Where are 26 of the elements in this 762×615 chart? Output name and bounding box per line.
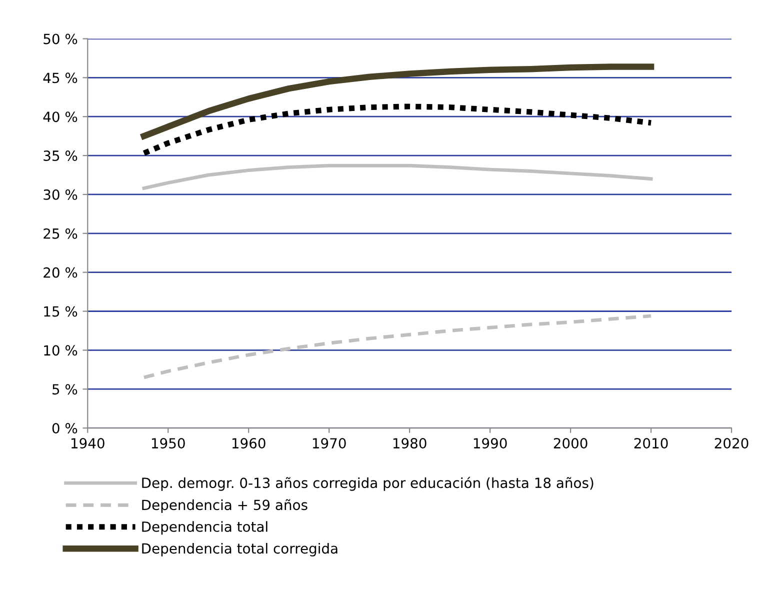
line-series bbox=[142, 314, 653, 380]
y-tick-label: 25 % bbox=[44, 228, 78, 239]
y-tick-label: 15 % bbox=[44, 306, 78, 317]
y-tick-label: 40 % bbox=[43, 112, 78, 122]
x-tick-label: 1940 bbox=[71, 438, 104, 449]
y-tick-label: 45 % bbox=[43, 72, 78, 84]
x-tick-label: 1960 bbox=[232, 438, 266, 449]
x-tick-label: 1990 bbox=[474, 438, 507, 449]
legend-label: Dependencia + 59 años bbox=[142, 499, 308, 513]
x-tick-label: 1950 bbox=[152, 438, 185, 449]
y-tick-label: 30 % bbox=[44, 189, 78, 200]
x-tick-label: 2020 bbox=[714, 438, 748, 449]
y-tick-label: 35 % bbox=[44, 150, 78, 162]
y-tick-label: 0 % bbox=[52, 423, 78, 434]
line-series bbox=[142, 164, 653, 190]
x-tick-label: 2010 bbox=[634, 438, 668, 449]
x-tick-label: 2000 bbox=[554, 438, 588, 449]
x-tick-label: 1970 bbox=[312, 438, 346, 449]
y-tick-label: 20 % bbox=[44, 267, 78, 278]
y-tick-label: 5 % bbox=[52, 384, 78, 395]
legend-label: Dependencia total corregida bbox=[142, 542, 338, 556]
y-tick-label: 10 % bbox=[44, 345, 78, 356]
y-tick-label: 50 % bbox=[44, 34, 78, 44]
legend-label: Dependencia total bbox=[142, 521, 268, 535]
legend-label: Dep. demogr. 0-13 años corregida por educación (hasta 18 años) bbox=[142, 476, 594, 491]
x-tick-label: 1980 bbox=[393, 438, 426, 449]
